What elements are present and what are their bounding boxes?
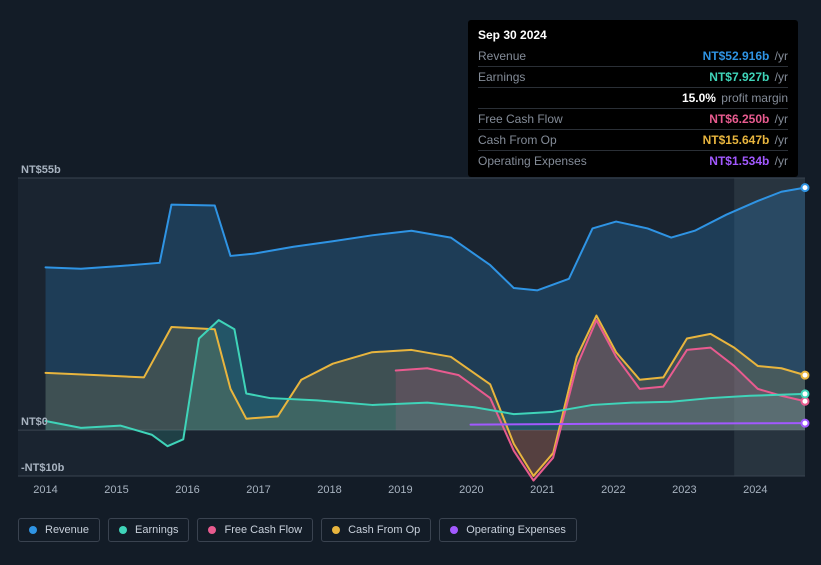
legend-item-operating_expenses[interactable]: Operating Expenses [439,518,577,542]
tooltip-row-value: NT$6.250b /yr [709,110,788,128]
x-tick-2022: 2022 [601,484,625,496]
financial-chart: NT$55b NT$0 -NT$10b 2014 2015 2016 2017 2018… [0,0,821,560]
legend-item-revenue[interactable]: Revenue [18,518,100,542]
tooltip-date: Sep 30 2024 [478,26,788,44]
tooltip-row-value: NT$1.534b /yr [709,152,788,170]
tooltip-row-label: Earnings [478,68,525,86]
legend-label: Earnings [135,524,178,536]
legend-label: Operating Expenses [466,524,566,536]
y-axis-label-max: NT$55b [21,164,61,176]
legend-dot-icon [29,526,37,534]
y-axis-label-min: -NT$10b [21,462,64,474]
tooltip-row: Revenue NT$52.916b /yr [478,46,788,66]
legend-dot-icon [450,526,458,534]
tooltip-row: Operating Expenses NT$1.534b /yr [478,150,788,171]
legend-item-free_cash_flow[interactable]: Free Cash Flow [197,518,313,542]
legend-label: Cash From Op [348,524,420,536]
x-tick-2014: 2014 [33,484,57,496]
legend-item-cash_from_op[interactable]: Cash From Op [321,518,431,542]
x-tick-2024: 2024 [743,484,767,496]
legend-dot-icon [119,526,127,534]
tooltip-row: Free Cash Flow NT$6.250b /yr [478,108,788,129]
tooltip-row-value: NT$15.647b /yr [703,131,788,149]
tooltip-row-value: NT$52.916b /yr [703,47,788,65]
chart-legend: Revenue Earnings Free Cash Flow Cash From O… [18,518,577,542]
tooltip-row-label: Operating Expenses [478,152,587,170]
tooltip-row-label: Free Cash Flow [478,110,563,128]
tooltip-row-value: NT$7.927b /yr [709,68,788,86]
tooltip-row: Earnings NT$7.927b /yr [478,66,788,87]
x-tick-2019: 2019 [388,484,412,496]
x-tick-2021: 2021 [530,484,554,496]
x-tick-2018: 2018 [317,484,341,496]
tooltip-row-value: 15.0% profit margin [682,89,788,107]
x-tick-2023: 2023 [672,484,696,496]
x-tick-2015: 2015 [104,484,128,496]
legend-item-earnings[interactable]: Earnings [108,518,189,542]
chart-tooltip: Sep 30 2024 RevenueNT$52.916b /yrEarning… [468,20,798,177]
legend-dot-icon [332,526,340,534]
legend-dot-icon [208,526,216,534]
tooltip-row: 15.0% profit margin [478,87,788,108]
tooltip-row: Cash From Op NT$15.647b /yr [478,129,788,150]
x-tick-2016: 2016 [175,484,199,496]
tooltip-row-label: Revenue [478,47,526,65]
legend-label: Free Cash Flow [224,524,302,536]
tooltip-row-label: Cash From Op [478,131,557,149]
y-axis-label-zero: NT$0 [21,416,48,428]
legend-label: Revenue [45,524,89,536]
x-tick-2017: 2017 [246,484,270,496]
x-tick-2020: 2020 [459,484,483,496]
